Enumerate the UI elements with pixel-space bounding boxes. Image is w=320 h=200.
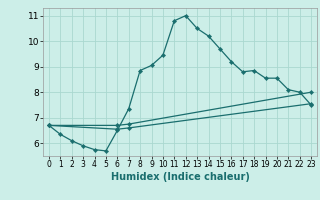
X-axis label: Humidex (Indice chaleur): Humidex (Indice chaleur) bbox=[111, 172, 249, 182]
